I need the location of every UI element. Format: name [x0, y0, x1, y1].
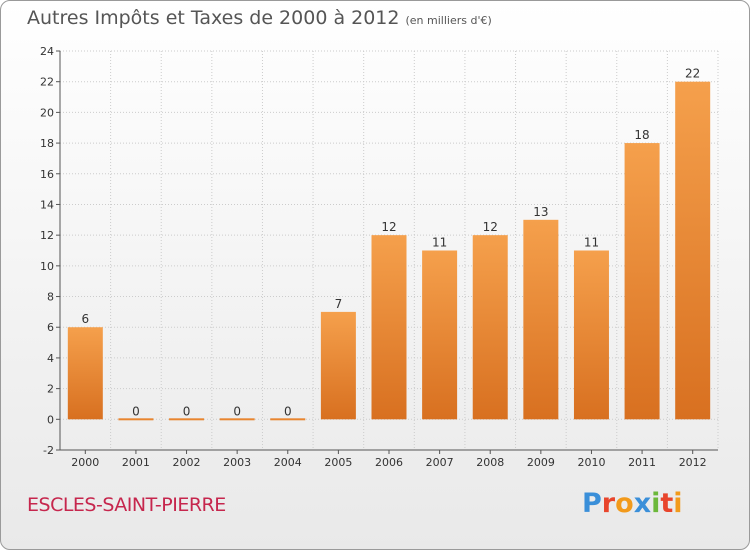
bar — [118, 418, 154, 421]
data-label: 11 — [432, 236, 447, 250]
x-tick-label: 2003 — [223, 456, 251, 469]
data-label: 13 — [533, 205, 548, 219]
data-label: 0 — [284, 404, 292, 418]
bar — [573, 250, 609, 420]
y-tick-label: 2 — [47, 383, 54, 396]
bar — [523, 219, 559, 420]
logo-letter: t — [660, 488, 674, 519]
town-name: ESCLES-SAINT-PIERRE — [27, 494, 226, 516]
grid-lines — [59, 50, 719, 451]
x-tick-label: 2007 — [426, 456, 454, 469]
x-tick-label: 2002 — [173, 456, 201, 469]
y-tick-label: 22 — [40, 76, 54, 89]
x-tick-label: 2008 — [476, 456, 504, 469]
bar — [472, 235, 508, 420]
chart-unit: (en milliers d'€) — [405, 14, 492, 27]
bar — [422, 250, 458, 420]
y-tick-label: 24 — [40, 45, 54, 58]
data-label: 12 — [483, 220, 498, 234]
y-tick-label: 16 — [40, 168, 54, 181]
bar — [675, 81, 711, 420]
data-label: 7 — [335, 297, 343, 311]
y-tick-label: 20 — [40, 106, 54, 119]
y-tick-label: 12 — [40, 229, 54, 242]
proxiti-logo[interactable]: Proxiti — [582, 488, 683, 519]
x-tick-label: 2004 — [274, 456, 302, 469]
data-label: 0 — [132, 404, 140, 418]
data-label: 11 — [584, 236, 599, 250]
bar — [371, 235, 407, 420]
logo-letter: i — [651, 488, 661, 519]
y-tick-label: 0 — [47, 413, 54, 426]
data-labels: 6 0 0 0 0 7 12 11 12 13 11 18 22 — [81, 67, 700, 419]
x-tick-label: 2010 — [577, 456, 605, 469]
data-label: 22 — [685, 67, 700, 81]
x-tick-label: 2006 — [375, 456, 403, 469]
x-tick-label: 2005 — [324, 456, 352, 469]
x-tick-label: 2009 — [527, 456, 555, 469]
y-tick-label: 8 — [47, 291, 54, 304]
bar — [624, 143, 660, 420]
x-tick-label: 2001 — [122, 456, 150, 469]
x-tick-label: 2012 — [679, 456, 707, 469]
chart-title-text: Autres Impôts et Taxes de 2000 à 2012 — [27, 7, 400, 29]
y-tick-label: 18 — [40, 137, 54, 150]
y-tick-label: 14 — [40, 198, 54, 211]
bar — [320, 311, 356, 420]
x-tick-label: 2011 — [628, 456, 656, 469]
logo-letter: i — [673, 488, 683, 519]
logo-letter: P — [582, 488, 602, 519]
data-label: 0 — [233, 404, 241, 418]
logo-letter: o — [615, 488, 634, 519]
bar — [169, 418, 205, 421]
data-label: 6 — [81, 312, 89, 326]
bar — [270, 418, 306, 421]
logo-letter: x — [633, 488, 652, 519]
logo-letter: r — [601, 488, 616, 519]
y-tick-label: -2 — [43, 444, 54, 457]
chart-title: Autres Impôts et Taxes de 2000 à 2012 (en… — [27, 7, 492, 29]
bar — [67, 327, 103, 420]
data-label: 12 — [381, 220, 396, 234]
x-tick-label: 2000 — [71, 456, 99, 469]
data-label: 18 — [634, 128, 649, 142]
y-tick-label: 4 — [47, 352, 54, 365]
y-tick-label: 10 — [40, 260, 54, 273]
bars — [67, 81, 711, 421]
data-label: 0 — [183, 404, 191, 418]
y-tick-label: 6 — [47, 321, 54, 334]
bar — [219, 418, 255, 421]
